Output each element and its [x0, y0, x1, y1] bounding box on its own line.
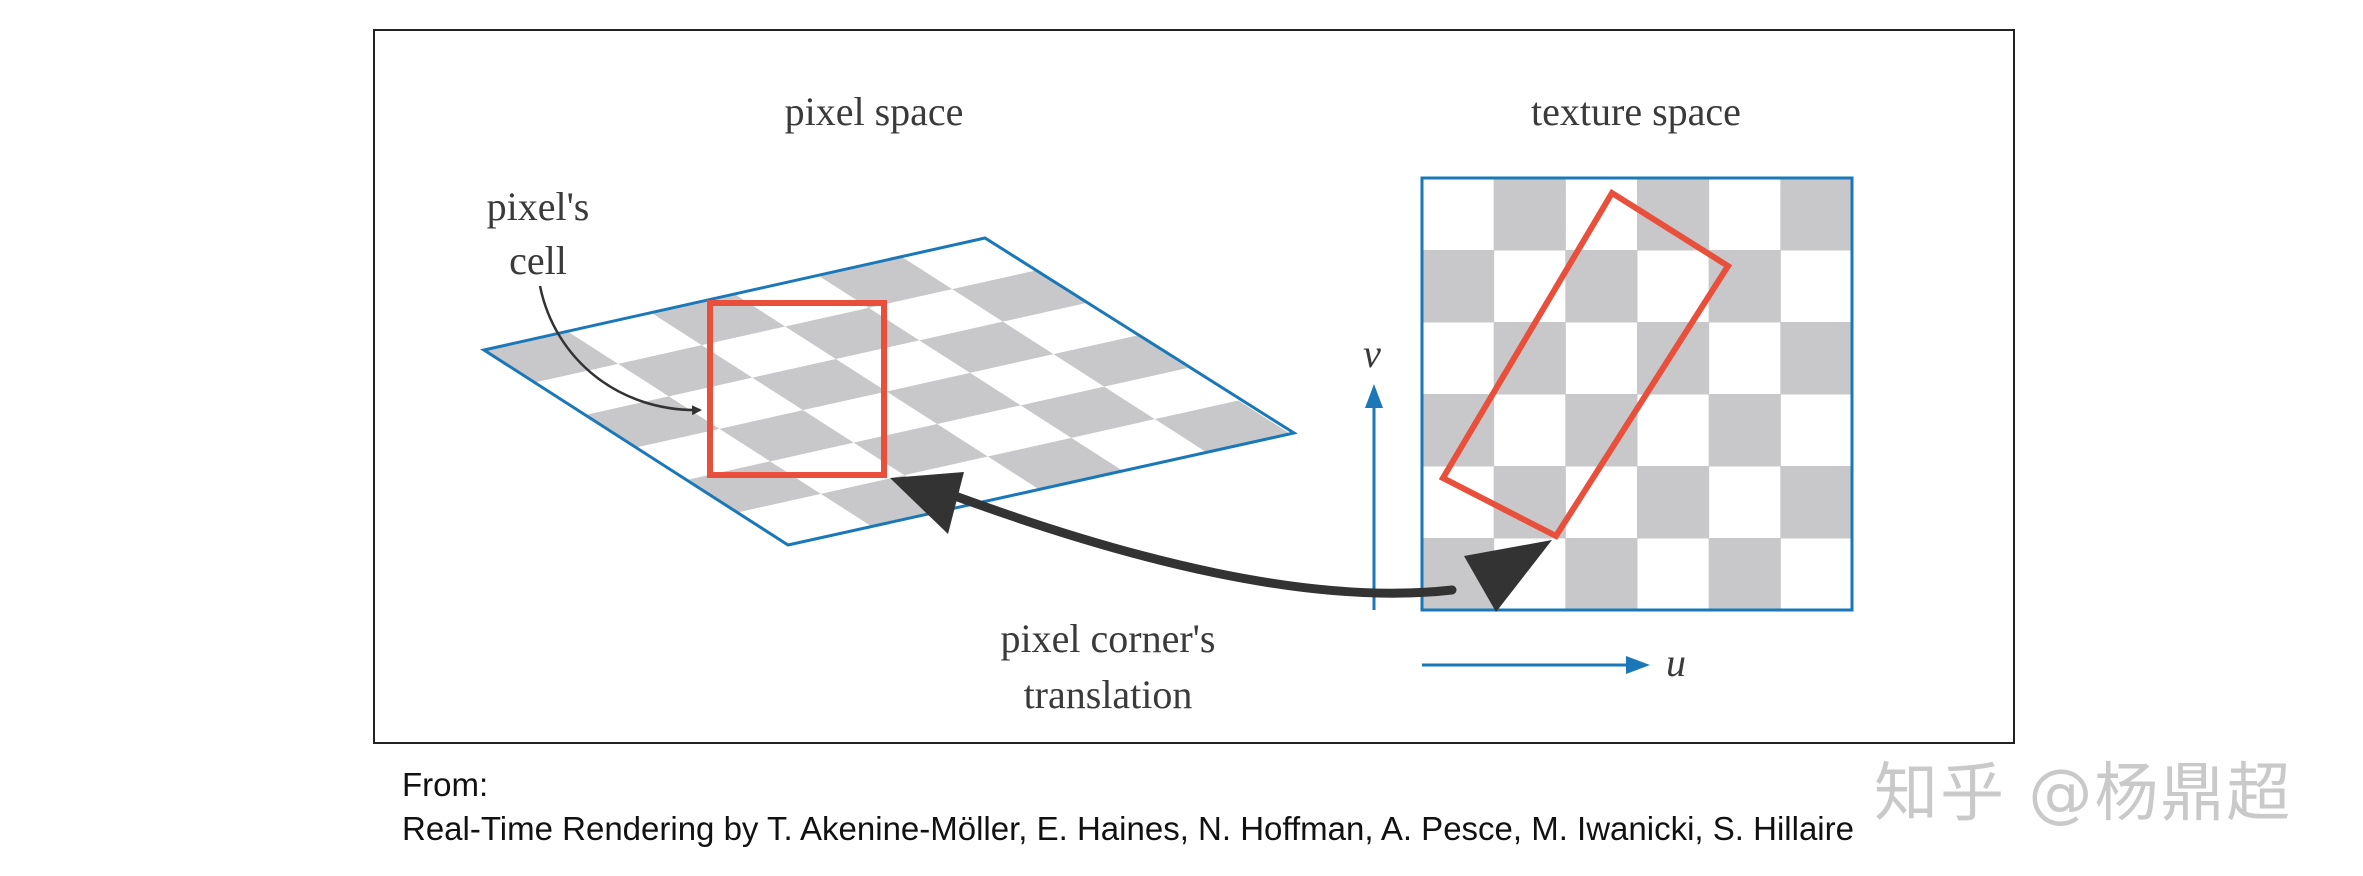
pixel-space-checker-cell: [719, 410, 854, 462]
texture-checker-cell: [1708, 538, 1781, 611]
texture-checker-cell: [1637, 322, 1710, 395]
pixel-space-checker-cell: [484, 331, 619, 383]
watermark: 知乎 @杨鼎超: [1874, 757, 2293, 831]
pixel-space-plane-outline: [480, 236, 1298, 547]
pixel-space-checker-cell: [886, 372, 1021, 424]
pixel-space-checker-cell: [919, 321, 1054, 373]
pixel-space-checker-cell: [651, 294, 786, 346]
pixels-cell-label-line1: pixel's: [487, 184, 590, 229]
pixel-space-checker-cell: [1053, 335, 1188, 387]
v-axis-label: v: [1363, 331, 1381, 376]
texture-checker-cell: [1493, 466, 1566, 539]
v-axis-arrowhead: [1365, 384, 1383, 408]
corner-translation-label-line2: translation: [1024, 672, 1193, 717]
pixel-space-checker-cell: [952, 270, 1087, 322]
pixel-space-checker-cell: [1154, 400, 1289, 452]
pixel-space-checker-cell: [818, 256, 953, 308]
pixel-space-checker-cell: [853, 424, 988, 476]
pixel-space-checker-cell: [1020, 386, 1155, 438]
caption-from: From:: [402, 766, 489, 803]
texture-space-checker-grid: [1422, 178, 1853, 611]
texture-space-title: texture space: [1531, 89, 1741, 134]
pixel-cell-highlight: [707, 300, 887, 478]
texture-checker-cell: [1780, 466, 1853, 539]
corner-translation-arrowhead-left: [890, 472, 964, 534]
u-axis-label: u: [1666, 640, 1686, 685]
texture-checker-cell: [1708, 394, 1781, 467]
pixel-space-checker-cell: [752, 359, 887, 411]
pixels-cell-label-line2: cell: [509, 238, 567, 283]
texture-checker-cell: [1637, 466, 1710, 539]
caption-source: Real-Time Rendering by T. Akenine-Möller…: [402, 810, 1854, 847]
corner-translation-arrowhead-right: [1464, 540, 1552, 612]
u-axis-arrowhead: [1626, 656, 1650, 674]
pixel-space-checker-plane: [484, 256, 1289, 527]
corner-translation-label-line1: pixel corner's: [1001, 616, 1216, 661]
texture-checker-cell: [1565, 538, 1638, 611]
pixel-space-title: pixel space: [785, 89, 964, 134]
texture-footprint-highlight: [1438, 188, 1733, 540]
texture-checker-cell: [1422, 250, 1495, 323]
corner-translation-arrow: [950, 491, 1457, 598]
pixel-space-checker-cell: [618, 345, 753, 397]
texture-checker-cell: [1565, 250, 1638, 323]
pixels-cell-pointer-arrow: [538, 285, 702, 416]
texture-checker-cell: [1780, 178, 1853, 251]
figure-frame: [373, 29, 2015, 744]
texture-checker-cell: [1780, 322, 1853, 395]
pixel-space-checker-cell: [987, 437, 1122, 489]
texture-checker-cell: [1493, 178, 1566, 251]
texture-space-outline: [1420, 176, 1854, 612]
